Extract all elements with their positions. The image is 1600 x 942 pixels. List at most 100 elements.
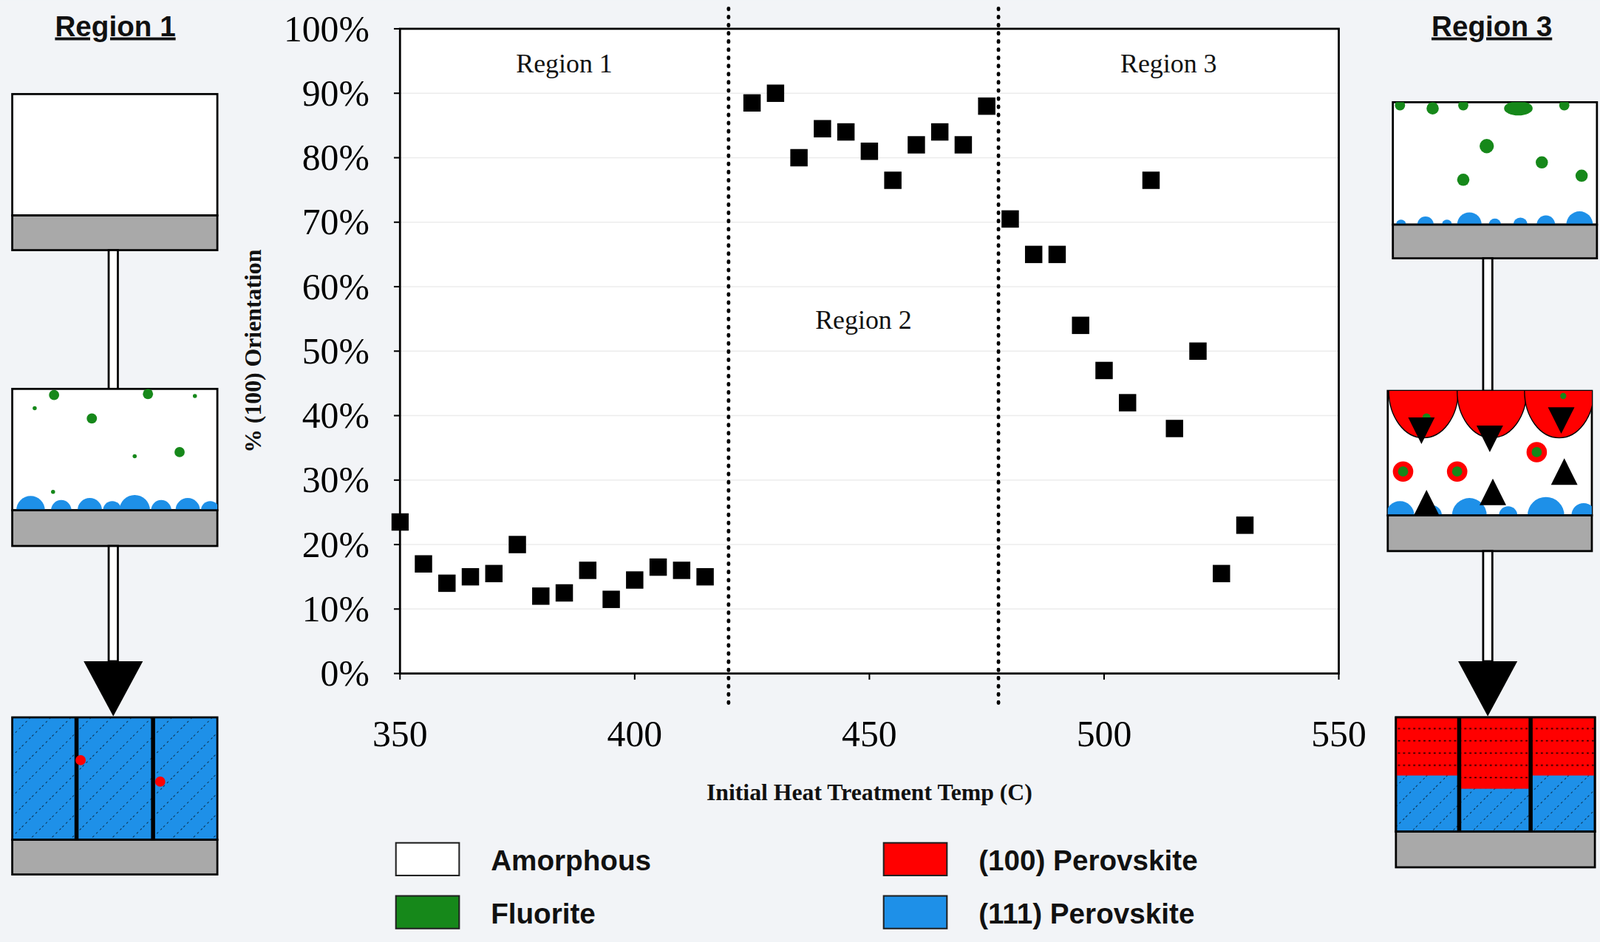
y-tick-label: 60%: [302, 266, 370, 308]
grain: [1394, 101, 1405, 111]
point: [532, 587, 550, 605]
arrow-shaft: [108, 250, 118, 390]
y-tick-label: 10%: [302, 589, 370, 630]
grain: [48, 390, 60, 401]
y-tick-label: 50%: [302, 331, 370, 372]
grain: [1458, 101, 1469, 111]
grain: [1536, 215, 1555, 225]
x-axis-title: Initial Heat Treatment Temp (C): [706, 779, 1033, 806]
grid-line: [399, 479, 1339, 481]
region-label: Region 2: [815, 305, 912, 335]
region-label: Region 1: [515, 48, 613, 79]
point: [649, 558, 667, 576]
point: [508, 535, 526, 553]
substrate: [1393, 224, 1598, 259]
dot-fill: [1396, 717, 1460, 776]
grain: [1513, 217, 1528, 225]
x-tick-label: 550: [1311, 713, 1367, 755]
grain: [1566, 211, 1593, 225]
legend-swatch: [883, 843, 948, 876]
y-tick-label: 20%: [302, 524, 370, 566]
substrate: [12, 215, 219, 251]
grain: [1398, 466, 1409, 477]
point: [813, 119, 831, 137]
point: [954, 135, 972, 153]
point: [555, 584, 573, 602]
point: [673, 561, 691, 579]
nucleation-marker: [1548, 407, 1575, 434]
y-tick-label: 100%: [283, 8, 370, 50]
nucleation-marker: [1413, 489, 1440, 516]
grain: [174, 447, 185, 458]
y-tick-label: 70%: [302, 201, 370, 243]
arrow-head: [83, 661, 143, 717]
point: [696, 568, 714, 586]
point: [860, 142, 878, 160]
grain: [155, 776, 166, 788]
legend-swatch: [883, 896, 948, 929]
grain: [1457, 173, 1470, 187]
grain-boundary: [1457, 717, 1462, 833]
x-tick-label: 400: [607, 713, 663, 755]
plot-area: [399, 28, 1339, 674]
grain: [1559, 101, 1570, 111]
grain: [1417, 216, 1434, 225]
point: [837, 123, 855, 141]
point: [977, 97, 995, 115]
arrow-shaft: [1483, 551, 1493, 662]
figure: 0%10%20%30%40%50%60%70%80%90%100%3504004…: [0, 0, 1600, 942]
point: [579, 561, 597, 579]
grain: [192, 393, 198, 399]
panel-title: Region 3: [1431, 10, 1552, 43]
grain: [1524, 390, 1592, 439]
points: [391, 84, 1255, 608]
nucleation-marker: [1407, 417, 1435, 445]
substrate: [1387, 515, 1592, 552]
hatch-fill: [1396, 717, 1595, 833]
grain: [1531, 447, 1542, 458]
legend-label: Amorphous: [490, 844, 652, 877]
region-3-diagram: Region 3: [1385, 10, 1598, 868]
arrow-shaft: [108, 546, 118, 662]
oriented-layer: [1396, 717, 1460, 776]
grain: [1452, 498, 1487, 516]
point: [1025, 246, 1043, 264]
point: [907, 135, 925, 153]
arrow-shaft: [1483, 258, 1493, 391]
arrow-head: [1458, 661, 1518, 717]
clip-group: [1394, 101, 1593, 225]
y-axis-title: % (100) Orientation: [240, 249, 267, 453]
grid-line: [399, 415, 1339, 417]
grain: [1452, 466, 1463, 477]
oriented-layer: [1458, 717, 1531, 790]
point: [438, 574, 456, 592]
y-tick-label: 90%: [302, 73, 370, 114]
grain: [32, 406, 37, 411]
point: [1071, 317, 1089, 335]
point: [1189, 342, 1207, 360]
nucleation-marker: [1476, 425, 1504, 453]
grain: [1393, 461, 1414, 482]
grain: [1535, 156, 1549, 170]
grain: [1526, 441, 1548, 463]
grain: [1527, 497, 1565, 516]
background: [0, 0, 1600, 942]
region-label: Region 3: [1120, 48, 1218, 79]
point: [1165, 419, 1183, 437]
hatch-fill: [12, 717, 219, 841]
dot-fill: [1530, 717, 1595, 776]
dot-fill: [1458, 717, 1531, 790]
grid-line: [399, 608, 1339, 610]
grain: [150, 500, 172, 511]
grain: [1498, 506, 1518, 516]
grain: [1503, 101, 1533, 116]
nucleation-marker: [1479, 478, 1507, 506]
plot-frame: [399, 28, 1339, 674]
oriented-layer: [1530, 717, 1595, 776]
y-tick-label: 30%: [302, 459, 370, 501]
panel-title: Region 1: [54, 10, 176, 43]
grain: [1387, 501, 1415, 516]
legend-label: Fluorite: [490, 897, 596, 930]
grain: [102, 501, 122, 510]
legend-label: (111) Perovskite: [978, 897, 1195, 930]
